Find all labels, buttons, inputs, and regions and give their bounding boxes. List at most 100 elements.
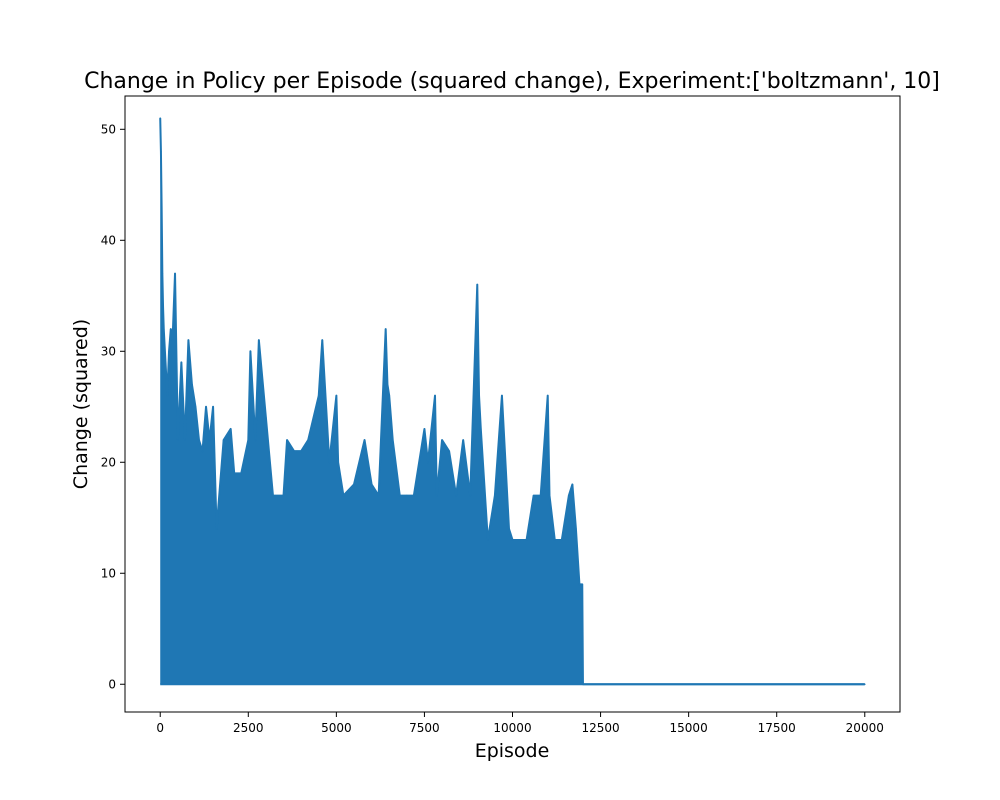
data-point bbox=[161, 272, 164, 275]
data-point bbox=[435, 494, 438, 497]
data-point bbox=[293, 450, 295, 452]
data-point bbox=[455, 494, 457, 497]
data-point bbox=[335, 394, 338, 397]
data-point bbox=[169, 328, 172, 330]
data-point bbox=[384, 328, 387, 330]
data-point bbox=[265, 417, 267, 419]
y-tick-label: 40 bbox=[101, 233, 116, 247]
data-point bbox=[177, 439, 179, 441]
data-point bbox=[391, 439, 394, 441]
data-point bbox=[525, 539, 528, 541]
y-axis-label: Change (squared) bbox=[70, 319, 92, 489]
data-point bbox=[342, 494, 345, 497]
data-point bbox=[539, 494, 542, 497]
x-axis-label: Episode bbox=[475, 740, 550, 762]
x-tick-label: 2500 bbox=[233, 721, 264, 735]
data-point bbox=[578, 583, 581, 586]
x-tick-label: 15000 bbox=[670, 721, 708, 735]
data-point bbox=[370, 483, 373, 486]
data-point bbox=[462, 439, 464, 441]
chart-title: Change in Policy per Episode (squared ch… bbox=[84, 69, 940, 94]
data-point bbox=[553, 539, 556, 541]
data-point bbox=[448, 450, 450, 452]
data-point bbox=[321, 339, 324, 341]
data-point bbox=[581, 583, 584, 586]
data-point bbox=[476, 283, 479, 286]
data-point bbox=[249, 350, 252, 353]
data-point bbox=[487, 539, 489, 541]
data-point bbox=[160, 206, 163, 208]
data-point bbox=[363, 439, 366, 441]
data-point bbox=[171, 339, 174, 341]
plot-area bbox=[159, 117, 866, 686]
data-point bbox=[208, 439, 211, 441]
data-point bbox=[518, 539, 521, 541]
data-point bbox=[548, 494, 551, 497]
data-point bbox=[546, 394, 549, 397]
data-point bbox=[413, 494, 415, 497]
y-tick-label: 10 bbox=[101, 566, 116, 580]
data-point bbox=[398, 494, 401, 497]
data-point bbox=[286, 439, 288, 441]
data-point bbox=[247, 439, 250, 441]
data-point bbox=[162, 306, 164, 308]
data-point bbox=[307, 439, 309, 441]
data-point bbox=[532, 494, 535, 497]
data-point bbox=[201, 450, 204, 452]
y-tick-label: 30 bbox=[101, 344, 116, 358]
data-point bbox=[187, 339, 190, 341]
series-line bbox=[159, 118, 865, 686]
data-point bbox=[160, 150, 162, 153]
data-point bbox=[501, 394, 503, 397]
data-point bbox=[337, 461, 339, 464]
data-point bbox=[388, 394, 391, 397]
data-point bbox=[575, 528, 577, 530]
data-point bbox=[222, 439, 225, 441]
data-point bbox=[174, 272, 176, 275]
data-point bbox=[194, 405, 197, 408]
data-point bbox=[427, 461, 429, 464]
data-point bbox=[511, 539, 514, 541]
x-tick-label: 17500 bbox=[758, 721, 796, 735]
data-point bbox=[863, 683, 866, 686]
data-point bbox=[191, 383, 193, 386]
y-tick-label: 50 bbox=[101, 122, 116, 136]
data-point bbox=[328, 461, 331, 464]
x-axis: 0 2500 5000 7500 10000 12500 15000 17500 20000 bbox=[156, 712, 884, 735]
data-point bbox=[180, 361, 183, 364]
data-point bbox=[164, 361, 167, 364]
data-point bbox=[162, 328, 165, 330]
data-point bbox=[166, 394, 169, 397]
data-point bbox=[317, 394, 320, 397]
data-point bbox=[423, 428, 426, 430]
data-point bbox=[168, 350, 170, 353]
data-point bbox=[229, 428, 232, 430]
data-point bbox=[377, 494, 380, 497]
data-point bbox=[386, 383, 389, 386]
data-point bbox=[561, 539, 563, 541]
data-point bbox=[434, 394, 436, 397]
data-point bbox=[184, 439, 186, 441]
data-point bbox=[282, 494, 285, 497]
data-point bbox=[272, 494, 274, 497]
data-point bbox=[582, 683, 584, 686]
x-tick-label: 5000 bbox=[321, 721, 352, 735]
data-point bbox=[406, 494, 408, 497]
data-point bbox=[494, 494, 496, 497]
data-point bbox=[233, 472, 236, 475]
x-tick-label: 20000 bbox=[846, 721, 884, 735]
data-point bbox=[478, 394, 480, 397]
data-point bbox=[205, 405, 207, 408]
series-fill bbox=[160, 118, 865, 685]
data-point bbox=[240, 472, 243, 475]
data-point bbox=[479, 428, 482, 430]
data-point bbox=[568, 494, 570, 497]
data-point bbox=[353, 483, 355, 486]
data-point bbox=[469, 494, 472, 497]
data-point bbox=[258, 339, 260, 341]
y-tick-label: 0 bbox=[108, 677, 116, 691]
data-point bbox=[159, 117, 162, 119]
data-point bbox=[215, 528, 218, 530]
x-tick-label: 0 bbox=[156, 721, 164, 735]
